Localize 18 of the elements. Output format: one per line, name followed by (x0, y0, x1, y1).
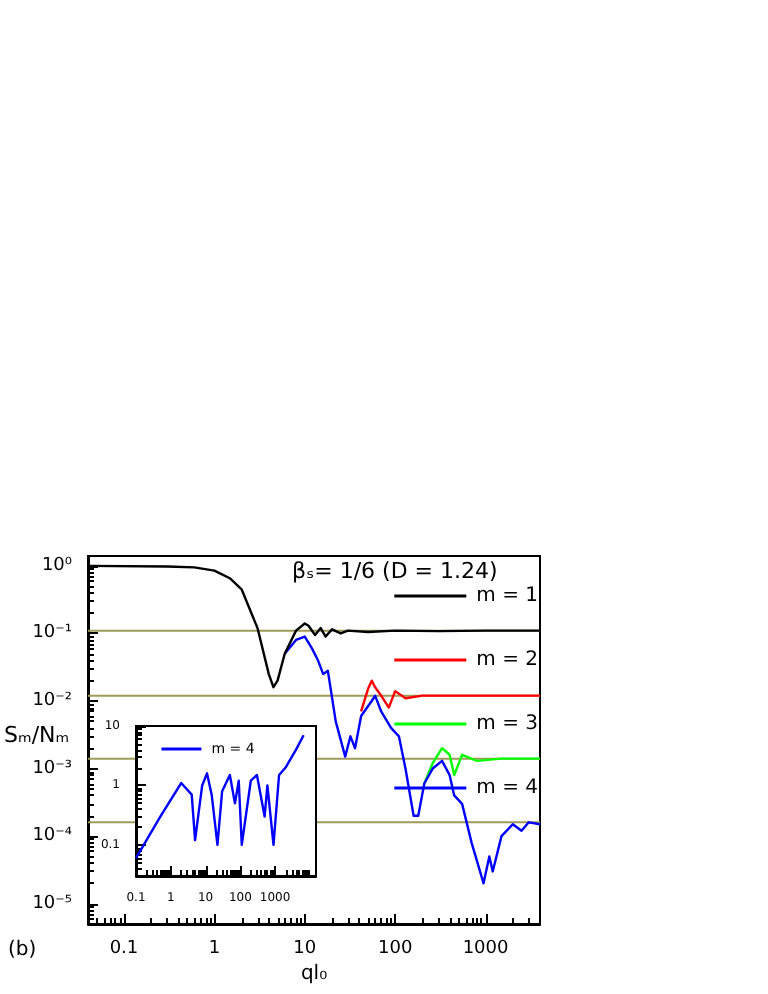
x-tick-label: 100 (377, 939, 413, 959)
text: (b) (8, 939, 37, 961)
annotation: βₛ= 1/6 (D = 1.24) (292, 558, 498, 584)
y-tick-label: 10⁻³ (32, 758, 73, 779)
legend-label: m = 1 (476, 585, 539, 607)
x-tick-label: 1000 (462, 939, 510, 959)
y-axis-title: Sₘ/Nₘ (4, 722, 70, 748)
legend-label: m = 4 (476, 777, 539, 799)
legend-label: m = 2 (476, 649, 539, 671)
x-axis-title: ql₀ (300, 963, 328, 985)
y-tick-label: 10⁰ (41, 555, 73, 576)
y-tick-label: 10⁻⁵ (32, 893, 73, 914)
x-tick-label: 10 (293, 939, 317, 959)
legend-label: m = 3 (476, 713, 539, 735)
x-tick-label: 1 (208, 939, 221, 959)
y-tick-label: 10⁻² (32, 690, 73, 711)
y-tick-label: 10⁻⁴ (32, 826, 73, 847)
y-tick-label: 10⁻¹ (32, 623, 73, 644)
